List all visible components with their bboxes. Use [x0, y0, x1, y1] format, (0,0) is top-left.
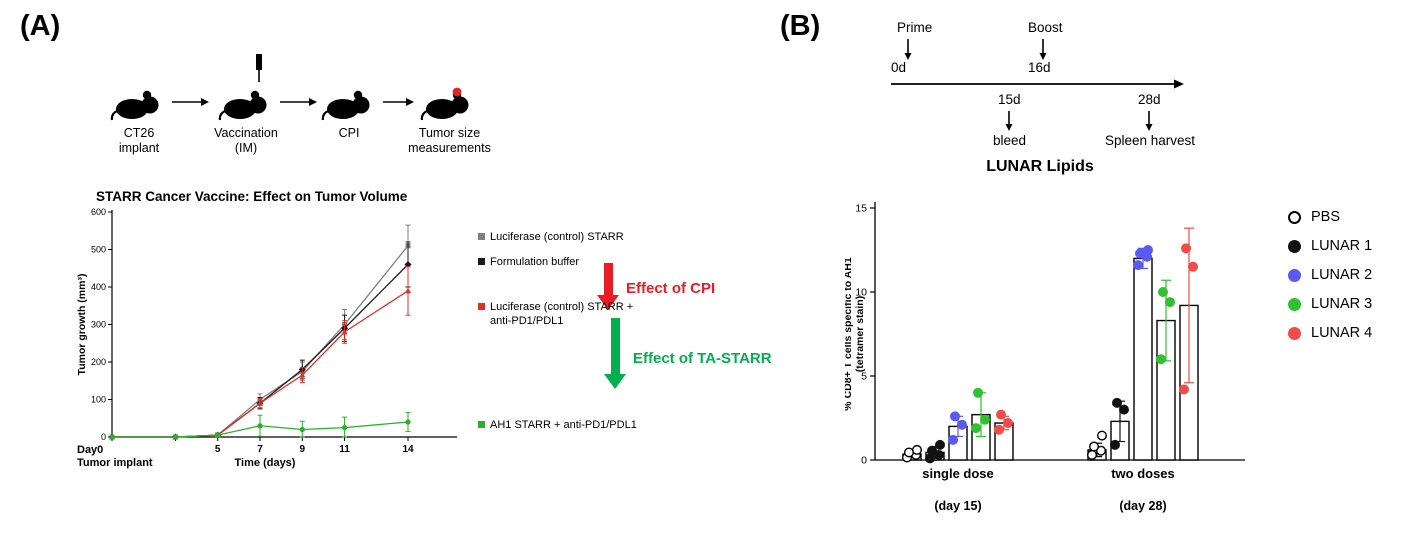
arrow-down-icon: [1005, 111, 1013, 131]
svg-text:% CD8+ T cells specific to AH1: % CD8+ T cells specific to AH1: [845, 257, 854, 411]
svg-text:5: 5: [861, 371, 867, 383]
legend-label: LUNAR 3: [1311, 296, 1373, 312]
legend-label: PBS: [1311, 209, 1341, 225]
arrow-right-icon: [280, 98, 317, 106]
legend-item: Formulation buffer: [478, 256, 579, 270]
schematic-step-label: Vaccination (IM): [214, 126, 278, 155]
legend-marker: [1288, 210, 1301, 224]
legend-marker: [478, 233, 485, 240]
legend-marker: [478, 303, 485, 310]
arrow-down-icon: [1145, 111, 1153, 131]
svg-text:300: 300: [91, 320, 106, 330]
timeline-prime-label: Prime: [897, 20, 933, 35]
svg-text:Day0: Day0: [77, 444, 103, 456]
legend-label: LUNAR 4: [1311, 325, 1373, 341]
panel-a-label: (A): [20, 10, 61, 42]
legend-marker: [1288, 297, 1301, 311]
tumor-dot: [452, 87, 462, 97]
mouse-icon: [321, 90, 370, 121]
timeline-boost-label: Boost: [1028, 20, 1063, 35]
legend-item: Luciferase (control) STARR + anti-PD1/PD…: [478, 301, 638, 329]
tcell-bar-chart: 0 5 10 15 % CD8+ T cells specific to AH1(tet…: [845, 202, 1245, 513]
svg-text:0: 0: [861, 455, 867, 467]
timeline-bleed-label: bleed: [993, 133, 1027, 148]
legend-item-lunar-1: LUNAR 1: [1288, 238, 1372, 254]
mouse-icon: [420, 87, 469, 121]
legend-marker: [1288, 239, 1301, 253]
legend-item-lunar-3: LUNAR 3: [1288, 296, 1372, 312]
svg-text:200: 200: [91, 357, 106, 367]
svg-text:15: 15: [855, 203, 867, 215]
timeline-day-15: 15d: [998, 92, 1021, 107]
svg-text:9: 9: [300, 444, 306, 455]
svg-text:11: 11: [339, 444, 350, 455]
svg-text:5: 5: [215, 444, 221, 455]
svg-text:Time (days): Time (days): [235, 457, 296, 469]
schematic-step-label: CPI: [338, 126, 360, 140]
arrow-down-icon: [1039, 39, 1047, 60]
legend-label: LUNAR 2: [1311, 267, 1373, 283]
chart-b-title: LUNAR Lipids: [986, 158, 1094, 175]
legend-item-pbs: PBS: [1288, 209, 1340, 225]
legend-label: Formulation buffer: [490, 256, 580, 268]
svg-text:100: 100: [91, 395, 106, 405]
ta-starr-effect-arrow: [604, 318, 626, 389]
legend-item: AH1 STARR + anti-PD1/PDL1: [478, 419, 637, 433]
arrow-right-icon: [383, 98, 414, 106]
timeline-day-16: 16d: [1028, 60, 1051, 75]
svg-text:two doses: two doses: [1111, 466, 1175, 481]
timeline-day-28: 28d: [1138, 92, 1161, 107]
legend-item-lunar-4: LUNAR 4: [1288, 325, 1372, 341]
legend-label: Luciferase (control) STARR + anti-PD1/PD…: [490, 301, 634, 327]
svg-text:Tumor implant: Tumor implant: [77, 457, 153, 469]
mouse-icon: [218, 90, 267, 121]
legend-marker: [1288, 268, 1301, 282]
svg-text:14: 14: [402, 444, 414, 455]
legend-marker: [478, 258, 485, 265]
arrow-down-icon: [904, 39, 912, 60]
timeline-harvest-label: Spleen harvest: [1105, 133, 1196, 148]
svg-text:600: 600: [91, 207, 106, 217]
schematic-step-label: Tumor size measurements: [408, 126, 491, 155]
svg-text:500: 500: [91, 245, 106, 255]
chart-a-title: STARR Cancer Vaccine: Effect on Tumor Vo…: [96, 189, 408, 204]
legend-item: Luciferase (control) STARR: [478, 231, 624, 245]
legend-label: AH1 STARR + anti-PD1/PDL1: [490, 419, 637, 431]
svg-text:Tumor growth (mm³): Tumor growth (mm³): [76, 274, 88, 376]
legend-item-lunar-2: LUNAR 2: [1288, 267, 1372, 283]
mouse-icon: [110, 90, 159, 121]
timeline-axis-arrow: [891, 79, 1184, 89]
cpi-effect-arrow: [597, 263, 619, 310]
legend-label: Luciferase (control) STARR: [490, 231, 624, 243]
legend-marker: [478, 421, 485, 428]
svg-text:400: 400: [91, 282, 106, 292]
svg-text:0: 0: [101, 432, 106, 442]
svg-text:7: 7: [257, 444, 263, 455]
ta-starr-effect-label: Effect of TA-STARR: [633, 350, 772, 367]
timeline-day-0: 0d: [891, 60, 907, 75]
syringe-icon: [256, 54, 262, 82]
svg-text:(day 28): (day 28): [1119, 499, 1166, 513]
svg-text:(day 15): (day 15): [934, 499, 981, 513]
schematic-step-label: CT26 implant: [118, 126, 160, 155]
legend-label: LUNAR 1: [1311, 238, 1373, 254]
svg-text:(tetramer stain): (tetramer stain): [854, 296, 866, 372]
cpi-effect-label: Effect of CPI: [626, 280, 716, 297]
legend-marker: [1288, 326, 1301, 340]
svg-text:single dose: single dose: [922, 466, 994, 481]
arrow-right-icon: [172, 98, 209, 106]
panel-b-label: (B): [780, 10, 821, 42]
svg-text:10: 10: [855, 287, 867, 299]
